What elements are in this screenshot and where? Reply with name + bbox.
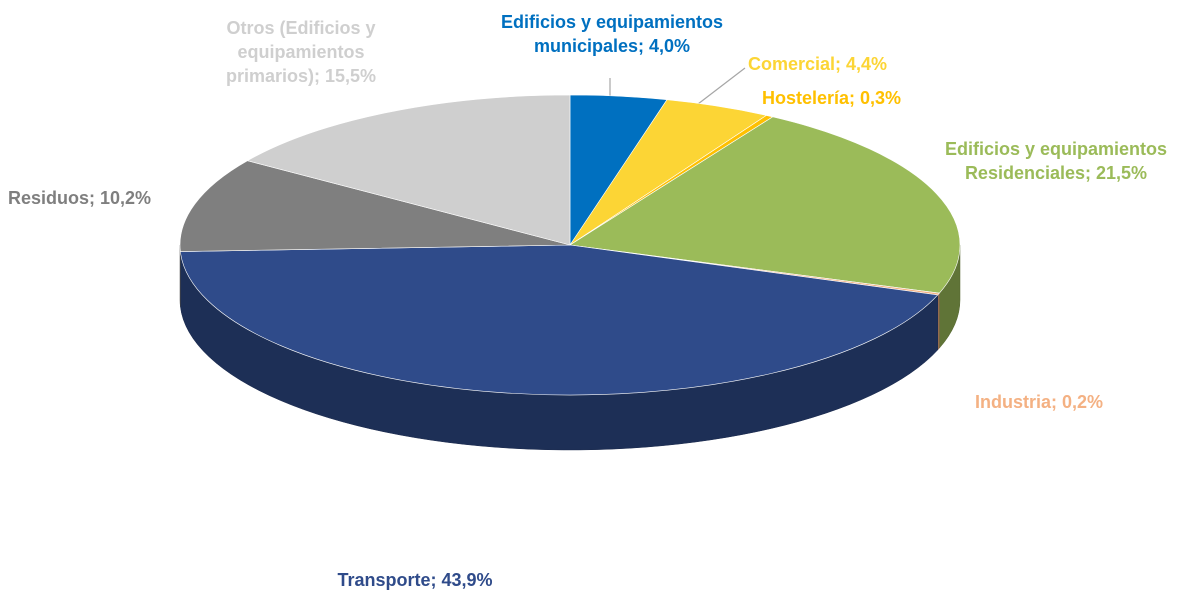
data-label: Industria; 0,2% <box>975 392 1104 412</box>
data-label: Otros (Edificios y equipamientos primari… <box>225 18 377 86</box>
data-label: Comercial; 4,4% <box>748 54 888 74</box>
data-label: Edificios y equipamientos Residenciales;… <box>944 139 1168 183</box>
leader-line <box>697 67 746 105</box>
slice <box>179 160 571 252</box>
data-label: Transporte; 43,9% <box>337 570 493 590</box>
slice <box>246 94 571 246</box>
slice <box>180 244 939 396</box>
data-label: Hostelería; 0,3% <box>762 88 902 108</box>
slice <box>569 116 961 294</box>
data-label: Residuos; 10,2% <box>8 188 152 208</box>
data-label: Edificios y equipamientos municipales; 4… <box>500 12 724 56</box>
